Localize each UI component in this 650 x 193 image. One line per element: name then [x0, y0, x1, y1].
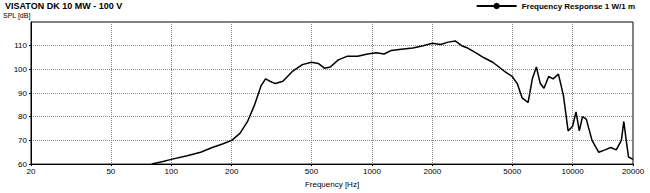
svg-text:90: 90	[18, 89, 27, 98]
svg-text:50: 50	[106, 167, 115, 176]
svg-text:100: 100	[14, 65, 28, 74]
svg-text:VISATON DK 10 MW - 100 V: VISATON DK 10 MW - 100 V	[5, 1, 122, 11]
svg-text:2000: 2000	[423, 167, 441, 176]
svg-text:SPL [dB]: SPL [dB]	[3, 12, 30, 20]
svg-text:10000: 10000	[561, 167, 584, 176]
svg-text:60: 60	[18, 159, 27, 169]
svg-text:Frequency [Hz]: Frequency [Hz]	[305, 180, 359, 189]
svg-text:100: 100	[165, 167, 179, 176]
svg-text:70: 70	[18, 136, 27, 145]
svg-text:110: 110	[14, 41, 27, 50]
svg-text:200: 200	[225, 167, 239, 176]
svg-text:20: 20	[27, 167, 36, 176]
svg-text:5000: 5000	[503, 167, 521, 176]
svg-text:80: 80	[18, 112, 27, 121]
svg-text:Frequency Response 1 W/1 m: Frequency Response 1 W/1 m	[522, 2, 635, 11]
svg-text:1000: 1000	[363, 167, 381, 176]
svg-text:20000: 20000	[622, 167, 645, 176]
svg-text:500: 500	[305, 167, 319, 176]
